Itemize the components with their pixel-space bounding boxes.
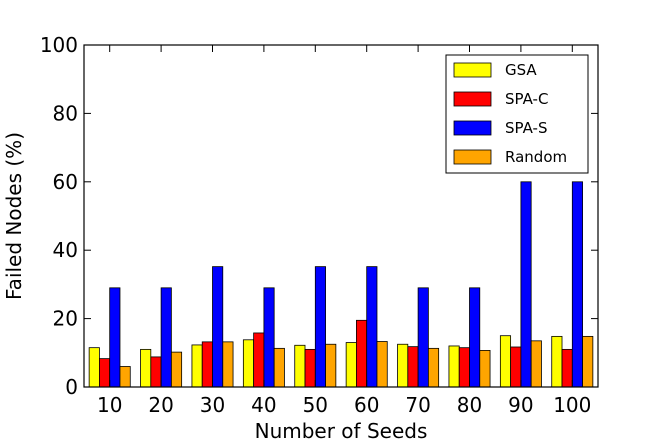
x-tick-label: 30 xyxy=(200,393,225,417)
bar-spa-s-30 xyxy=(212,266,224,388)
bar-spa-c-100 xyxy=(561,348,573,388)
bar-random-20 xyxy=(170,351,183,388)
y-tick-label: 60 xyxy=(53,170,78,194)
y-tick-label: 40 xyxy=(53,238,78,262)
x-tick-label: 40 xyxy=(251,393,276,417)
legend-label-gsa: GSA xyxy=(505,61,537,79)
x-tick-label: 70 xyxy=(405,393,430,417)
bar-spa-c-50 xyxy=(304,348,316,388)
bar-gsa-20 xyxy=(140,348,152,388)
legend-swatch-spa-s xyxy=(453,120,492,136)
x-tick-label: 10 xyxy=(97,393,122,417)
y-axis-title: Failed Nodes (%) xyxy=(2,132,26,300)
bar-spa-s-100 xyxy=(571,181,583,388)
legend-label-random: Random xyxy=(505,148,567,166)
legend-swatch-random xyxy=(453,149,492,165)
bar-random-70 xyxy=(427,347,440,388)
y-tick-label: 0 xyxy=(65,375,78,399)
bar-spa-c-70 xyxy=(407,346,419,388)
bar-gsa-10 xyxy=(88,347,100,388)
bars-layer xyxy=(88,181,594,388)
bar-gsa-90 xyxy=(499,335,512,388)
bar-spa-c-60 xyxy=(356,319,368,388)
bar-random-30 xyxy=(222,341,234,388)
bar-random-80 xyxy=(479,350,491,388)
bar-random-50 xyxy=(325,343,337,388)
bar-random-60 xyxy=(376,341,388,388)
bar-spa-c-10 xyxy=(99,358,111,388)
x-tick-label: 90 xyxy=(508,393,533,417)
bar-random-90 xyxy=(530,340,542,388)
bar-spa-s-40 xyxy=(263,287,275,388)
ticks-layer: 10 20 30 40 50 60 70 80 90 100 0 20 40 60 80 100 xyxy=(40,33,598,417)
bar-random-40 xyxy=(273,347,285,388)
bar-gsa-100 xyxy=(551,335,563,388)
y-tick-label: 100 xyxy=(40,33,78,57)
bar-random-10 xyxy=(119,366,131,388)
bar-spa-s-10 xyxy=(109,287,121,388)
x-tick-label: 20 xyxy=(148,393,173,417)
legend-label-spa-s: SPA-S xyxy=(505,119,547,137)
bar-spa-s-90 xyxy=(520,181,532,388)
x-tick-label: 50 xyxy=(303,393,328,417)
x-axis-title: Number of Seeds xyxy=(255,419,428,443)
bar-gsa-40 xyxy=(242,339,255,388)
legend: GSA SPA-C SPA-S Random xyxy=(445,54,589,174)
bar-spa-s-20 xyxy=(160,287,172,388)
bar-spa-s-50 xyxy=(314,266,326,388)
legend-swatch-spa-c xyxy=(453,91,492,107)
y-tick-label: 80 xyxy=(53,101,78,125)
bar-gsa-70 xyxy=(397,343,409,388)
bar-gsa-80 xyxy=(448,345,460,388)
bar-spa-c-20 xyxy=(150,356,162,388)
bar-spa-c-80 xyxy=(458,347,470,388)
x-tick-label: 100 xyxy=(553,393,591,417)
legend-label-spa-c: SPA-C xyxy=(505,90,548,108)
bar-gsa-60 xyxy=(345,342,357,388)
bar-spa-c-30 xyxy=(201,341,213,388)
bar-spa-s-70 xyxy=(417,287,429,388)
bar-spa-s-60 xyxy=(366,266,378,388)
bar-gsa-30 xyxy=(191,344,203,388)
plot-frame xyxy=(83,44,599,388)
y-tick-label: 20 xyxy=(53,307,78,331)
legend-swatch-gsa xyxy=(453,62,492,78)
bar-spa-c-90 xyxy=(510,346,522,388)
bar-spa-s-80 xyxy=(469,287,481,388)
bar-spa-c-40 xyxy=(253,332,265,388)
bar-random-100 xyxy=(582,335,594,388)
x-tick-label: 80 xyxy=(457,393,482,417)
bar-gsa-50 xyxy=(294,344,306,388)
x-tick-label: 60 xyxy=(354,393,379,417)
